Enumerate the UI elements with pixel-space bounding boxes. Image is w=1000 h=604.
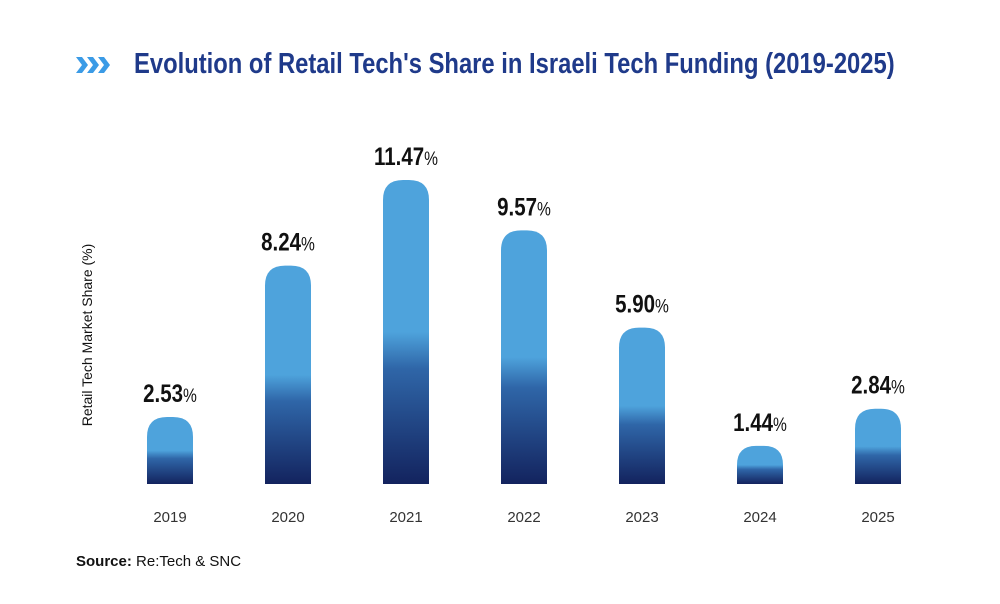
bar-2023 — [619, 327, 665, 484]
source-text: Re:Tech & SNC — [131, 553, 242, 570]
data-label-suffix: % — [891, 376, 905, 398]
data-label-value: 2.53 — [143, 379, 183, 407]
source-note: Source: Re:Tech & SNC — [76, 553, 241, 570]
data-label-2022: 9.57% — [497, 192, 551, 220]
data-label-suffix: % — [424, 148, 438, 170]
data-label-value: 8.24 — [261, 228, 301, 256]
data-label-suffix: % — [655, 295, 669, 317]
data-label-value: 5.90 — [615, 290, 655, 318]
triple-chevron-icon — [76, 56, 110, 73]
chart-title: Evolution of Retail Tech's Share in Isra… — [134, 48, 895, 80]
title-row: Evolution of Retail Tech's Share in Isra… — [76, 48, 1000, 81]
data-label-suffix: % — [183, 384, 197, 406]
x-tick-2025: 2025 — [861, 509, 894, 526]
data-label-2021: 11.47% — [374, 142, 438, 170]
data-label-2020: 8.24% — [261, 228, 315, 256]
x-tick-2023: 2023 — [625, 509, 658, 526]
data-label-value: 11.47 — [374, 142, 424, 170]
data-label-suffix: % — [537, 198, 551, 220]
x-tick-2019: 2019 — [153, 509, 186, 526]
bar-2022 — [501, 230, 547, 484]
data-label-suffix: % — [301, 233, 315, 255]
x-tick-2022: 2022 — [507, 509, 540, 526]
bar-2019 — [147, 416, 193, 484]
data-label-2025: 2.84% — [851, 371, 905, 399]
x-tick-2024: 2024 — [743, 509, 776, 526]
data-label-2019: 2.53% — [143, 379, 197, 407]
bar-2024 — [737, 445, 783, 484]
data-label-2024: 1.44% — [733, 408, 787, 436]
data-label-value: 9.57 — [497, 192, 537, 220]
data-label-value: 2.84 — [851, 371, 891, 399]
data-label-value: 1.44 — [733, 408, 773, 436]
source-label: Source: — [76, 553, 132, 570]
x-tick-2020: 2020 — [271, 509, 304, 526]
x-tick-2021: 2021 — [389, 509, 422, 526]
data-label-2023: 5.90% — [615, 290, 669, 318]
bar-2025 — [855, 408, 901, 484]
data-label-suffix: % — [773, 413, 787, 435]
bar-2020 — [265, 265, 311, 484]
bar-2021 — [383, 180, 429, 485]
